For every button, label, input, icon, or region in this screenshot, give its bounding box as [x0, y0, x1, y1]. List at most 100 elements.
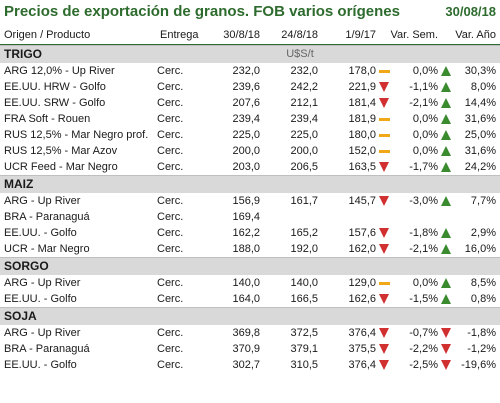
product-cell: ARG 12,0% - Up River	[4, 65, 115, 77]
delivery-cell: Cerc.	[157, 211, 184, 223]
price-date-1-cell: 239,6	[232, 81, 260, 93]
arrow-down-icon	[379, 228, 389, 239]
year-trend-cell	[440, 325, 452, 341]
delivery-cell: Cerc.	[157, 277, 184, 289]
product-cell: BRA - Paranaguá	[4, 211, 90, 223]
var-week-cell: -2,1%	[409, 97, 438, 109]
price-date-2-cell: 140,0	[290, 277, 318, 289]
table-row: RUS 12,5% - Mar Negro prof. Cerc. 225,0 225…	[0, 127, 500, 143]
year-trend-cell	[440, 357, 452, 373]
var-week-cell: -1,8%	[409, 227, 438, 239]
report-date: 30/08/18	[445, 4, 496, 19]
arrow-down-icon	[441, 344, 451, 355]
price-date-2-cell: 166,5	[290, 293, 318, 305]
arrow-down-icon	[379, 244, 389, 255]
price-date-1-cell: 239,4	[232, 113, 260, 125]
var-week-cell: -1,7%	[409, 161, 438, 173]
product-cell: ARG - Up River	[4, 327, 81, 339]
price-date-1-cell: 207,6	[232, 97, 260, 109]
year-trend-cell	[440, 79, 452, 95]
arrow-down-icon	[379, 162, 389, 173]
week-trend-cell	[378, 127, 390, 143]
table-row: ARG - Up River Cerc. 156,9 161,7 145,7 -3,0% 7…	[0, 193, 500, 209]
var-year-cell: 25,0%	[464, 129, 496, 141]
price-date-1-cell: 156,9	[232, 195, 260, 207]
section-name: TRIGO	[4, 47, 42, 61]
header-origin: Origen / Producto	[4, 29, 91, 41]
product-cell: ARG - Up River	[4, 195, 81, 207]
arrow-down-icon	[441, 360, 451, 371]
week-trend-cell	[378, 357, 390, 373]
delivery-cell: Cerc.	[157, 343, 184, 355]
price-date-3-cell: 157,6	[348, 227, 376, 239]
table-row: EE.UU. - Golfo Cerc. 162,2 165,2 157,6 -1,8% 2…	[0, 225, 500, 241]
year-trend-cell	[440, 111, 452, 127]
year-trend-cell	[440, 63, 452, 79]
flat-dash-icon	[378, 149, 390, 153]
product-cell: RUS 12,5% - Mar Azov	[4, 145, 118, 157]
delivery-cell: Cerc.	[157, 227, 184, 239]
price-date-3-cell: 129,0	[348, 277, 376, 289]
price-date-2-cell: 372,5	[290, 327, 318, 339]
var-year-cell: -1,2%	[467, 343, 496, 355]
section-header: SOJA	[0, 307, 500, 325]
table-row: RUS 12,5% - Mar Azov Cerc. 200,0 200,0 152,0…	[0, 143, 500, 159]
table-row: EE.UU. - Golfo Cerc. 164,0 166,5 162,6 -1,5% 0…	[0, 291, 500, 307]
price-date-3-cell: 162,0	[348, 243, 376, 255]
week-trend-cell	[378, 291, 390, 307]
var-week-cell: -1,1%	[409, 81, 438, 93]
year-trend-cell	[440, 291, 452, 307]
arrow-up-icon	[441, 146, 451, 157]
week-trend-cell	[378, 111, 390, 127]
price-date-1-cell: 188,0	[232, 243, 260, 255]
header-date-1: 30/8/18	[223, 29, 260, 41]
var-week-cell: 0,0%	[412, 129, 438, 141]
price-date-3-cell: 178,0	[348, 65, 376, 77]
price-date-3-cell: 145,7	[348, 195, 376, 207]
table-row: ARG - Up River Cerc. 369,8 372,5 376,4 -0,7% -…	[0, 325, 500, 341]
section-name: SORGO	[4, 259, 49, 273]
product-cell: EE.UU. - Golfo	[4, 293, 77, 305]
var-year-cell: 14,4%	[464, 97, 496, 109]
year-trend-cell	[440, 159, 452, 175]
week-trend-cell	[378, 275, 390, 291]
var-year-cell: -1,8%	[467, 327, 496, 339]
price-date-3-cell: 181,4	[348, 97, 376, 109]
price-date-1-cell: 232,0	[232, 65, 260, 77]
var-week-cell: -1,5%	[409, 293, 438, 305]
price-date-2-cell: 200,0	[290, 145, 318, 157]
price-date-1-cell: 140,0	[232, 277, 260, 289]
price-date-1-cell: 200,0	[232, 145, 260, 157]
arrow-up-icon	[441, 130, 451, 141]
arrow-up-icon	[441, 162, 451, 173]
table-row: EE.UU. HRW - Golfo Cerc. 239,6 242,2 221,9 -1…	[0, 79, 500, 95]
section-unit: U$S/t	[286, 48, 314, 60]
delivery-cell: Cerc.	[157, 129, 184, 141]
arrow-up-icon	[441, 244, 451, 255]
header-delivery: Entrega	[160, 29, 199, 41]
flat-dash-icon	[378, 281, 390, 285]
price-date-3-cell: 162,6	[348, 293, 376, 305]
year-trend-cell	[440, 95, 452, 111]
delivery-cell: Cerc.	[157, 113, 184, 125]
var-week-cell: -0,7%	[409, 327, 438, 339]
arrow-down-icon	[379, 328, 389, 339]
price-date-3-cell: 181,9	[348, 113, 376, 125]
product-cell: EE.UU. SRW - Golfo	[4, 97, 106, 109]
table-row: EE.UU. SRW - Golfo Cerc. 207,6 212,1 181,4 -2…	[0, 95, 500, 111]
price-date-2-cell: 212,1	[290, 97, 318, 109]
price-date-2-cell: 379,1	[290, 343, 318, 355]
arrow-down-icon	[379, 82, 389, 93]
table-row: UCR - Mar Negro Cerc. 188,0 192,0 162,0 -2,1%…	[0, 241, 500, 257]
year-trend-cell	[440, 143, 452, 159]
week-trend-cell	[378, 143, 390, 159]
arrow-down-icon	[441, 328, 451, 339]
var-year-cell: 16,0%	[464, 243, 496, 255]
arrow-up-icon	[441, 196, 451, 207]
var-week-cell: 0,0%	[412, 145, 438, 157]
var-year-cell: 7,7%	[470, 195, 496, 207]
arrow-down-icon	[379, 98, 389, 109]
var-week-cell: 0,0%	[412, 277, 438, 289]
arrow-up-icon	[441, 66, 451, 77]
product-cell: ARG - Up River	[4, 277, 81, 289]
